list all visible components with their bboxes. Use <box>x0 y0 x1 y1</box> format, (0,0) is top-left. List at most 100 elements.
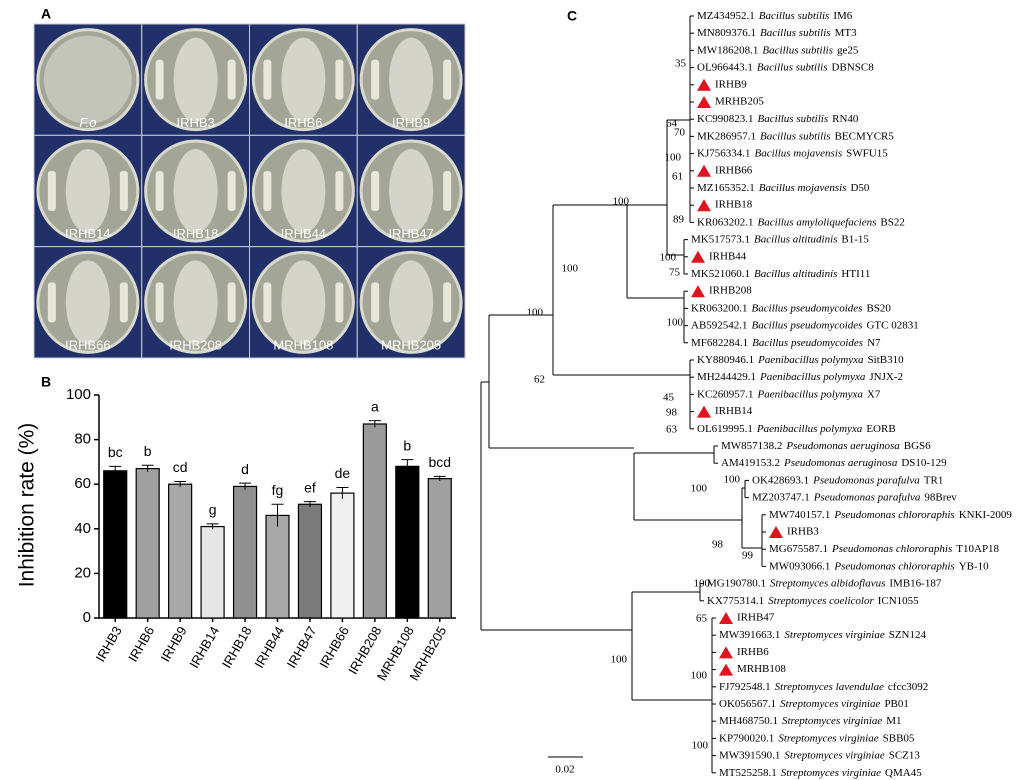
leaf-label: IRHB14 <box>715 405 753 417</box>
significance-label: bcd <box>428 454 451 470</box>
tree-branch <box>489 447 762 549</box>
leaf-label: KY880946.1 Paenibacillus polymyxa SitB310 <box>697 354 904 366</box>
strain: ICN1055 <box>878 594 919 606</box>
accession: MT525258.1 <box>719 766 777 778</box>
strain: 98Brev <box>924 491 957 503</box>
x-tick-label: IRHB66 <box>316 624 352 671</box>
bootstrap-value: 100 <box>613 196 630 208</box>
fungal-colony <box>281 149 326 233</box>
accession: MG190780.1 <box>707 577 766 589</box>
tree-branch <box>481 591 712 701</box>
bacterial-streak <box>371 59 380 100</box>
strain: DBNSC8 <box>832 61 875 73</box>
leaf-label: IRHB47 <box>737 612 775 624</box>
bar <box>200 525 225 619</box>
leaf-label: KJ756334.1 Bacillus mojavensis SWFU15 <box>697 147 888 159</box>
leaf-label: MW391590.1 Streptomyces virginiae SCZ13 <box>719 749 920 761</box>
significance-label: bc <box>108 444 123 460</box>
x-tick-label: IRHB9 <box>158 624 190 665</box>
species: Bacillus mojavensis <box>754 147 842 159</box>
leaf-label: IRHB44 <box>709 250 747 262</box>
leaf-label: MF682284.1 Bacillus pseudomycoides N7 <box>691 336 881 348</box>
strain: M1 <box>886 715 901 727</box>
y-tick-label: 20 <box>74 564 91 581</box>
accession: MK517573.1 <box>691 233 750 245</box>
bootstrap-value: 100 <box>691 483 708 495</box>
bacterial-streak <box>119 282 128 323</box>
species: Paenibacillus polymyxa <box>759 371 866 383</box>
strain: PB01 <box>884 698 908 710</box>
accession: MF682284.1 <box>691 336 748 348</box>
isolate-marker <box>769 526 783 538</box>
panel-label: A <box>41 6 51 22</box>
species: Paenibacillus polymyxa <box>757 354 864 366</box>
species: Bacillus pseudomycoides <box>752 302 863 314</box>
strain: MT3 <box>835 27 858 39</box>
leaf-label: IRHB3 <box>787 526 819 538</box>
species: Bacillus altitudinis <box>754 268 837 280</box>
species: Bacillus subtilis <box>762 44 833 56</box>
error-bar <box>336 487 349 499</box>
strain: SZN124 <box>889 629 927 641</box>
species: Pseudomonas chlororaphis <box>831 543 952 555</box>
strain: QMA45 <box>885 766 922 778</box>
bacterial-streak <box>155 282 164 323</box>
plate-label: MRHB205 <box>381 337 441 352</box>
leaf-label: MK517573.1 Bacillus altitudinis B1-15 <box>691 233 869 245</box>
plate-label: IRHB66 <box>65 337 111 352</box>
bootstrap-value: 75 <box>669 267 681 279</box>
bacterial-streak <box>155 59 164 100</box>
species: Bacillus mojavensis <box>759 182 847 194</box>
strain: BGS6 <box>904 440 931 452</box>
fungal-colony <box>65 149 110 233</box>
species: Streptomyces virginiae <box>780 698 880 710</box>
species: Pseudomonas aeruginosa <box>783 457 898 469</box>
accession: KX775314.1 <box>707 594 764 606</box>
plate-label: IRHB18 <box>173 226 219 241</box>
accession: MK521060.1 <box>691 268 750 280</box>
bootstrap-value: 64 <box>666 118 678 130</box>
isolate-marker <box>719 646 733 659</box>
leaf-label: AM419153.2 Pseudomonas aeruginosa DS10-129 <box>721 457 947 469</box>
significance-label: ef <box>304 479 316 495</box>
strain: SBB05 <box>883 732 915 744</box>
strain: X7 <box>867 388 881 400</box>
species: Pseudomonas chlororaphis <box>833 508 954 520</box>
bacterial-streak <box>155 171 164 211</box>
bootstrap-value: 70 <box>674 127 686 139</box>
fungal-colony <box>281 37 326 122</box>
leaf-label: MZ165352.1 Bacillus mojavensis D50 <box>697 182 870 194</box>
bar <box>395 465 420 619</box>
leaf-label: MW093066.1 Pseudomonas chlororaphis YB-10 <box>769 560 989 572</box>
bacterial-streak <box>335 171 344 211</box>
fungal-colony <box>281 260 326 345</box>
strain: SWFU15 <box>846 147 888 159</box>
strain: SCZ13 <box>889 749 921 761</box>
bootstrap-value: 100 <box>562 263 579 275</box>
y-axis-title: Inhibition rate (%) <box>16 423 39 588</box>
leaf-label: MH468750.1 Streptomyces virginiae M1 <box>719 715 902 727</box>
tree-branch <box>553 119 690 299</box>
accession: MW740157.1 <box>769 508 830 520</box>
leaf-label: MH244429.1 Paenibacillus polymyxa JNJX-2 <box>697 371 903 383</box>
isolate-marker <box>697 405 711 418</box>
accession: MZ165352.1 <box>697 182 755 194</box>
leaf-label: KR063200.1 Bacillus pseudomycoides BS20 <box>691 302 891 314</box>
leaf-label: MW391663.1 Streptomyces virginiae SZN124 <box>719 629 926 641</box>
bootstrap-value: 61 <box>672 171 683 183</box>
species: Paenibacillus polymyxa <box>756 422 863 434</box>
bar <box>297 503 323 619</box>
fungal-colony <box>173 260 218 345</box>
accession: MG675587.1 <box>769 543 828 555</box>
x-tick-label: IRHB44 <box>251 624 287 671</box>
fungal-colony <box>389 37 434 122</box>
isolate-marker <box>697 199 711 212</box>
leaf-label: MG675587.1 Pseudomonas chlororaphis T10AP1… <box>769 543 1000 555</box>
strain: BECMYCR5 <box>835 130 895 142</box>
leaf-label: KX775314.1 Streptomyces coelicolor ICN1055 <box>707 594 919 606</box>
bootstrap-value: 100 <box>692 740 709 752</box>
accession: KP790020.1 <box>719 732 774 744</box>
error-bar <box>206 523 219 530</box>
leaf-label: IRHB9 <box>715 78 747 90</box>
